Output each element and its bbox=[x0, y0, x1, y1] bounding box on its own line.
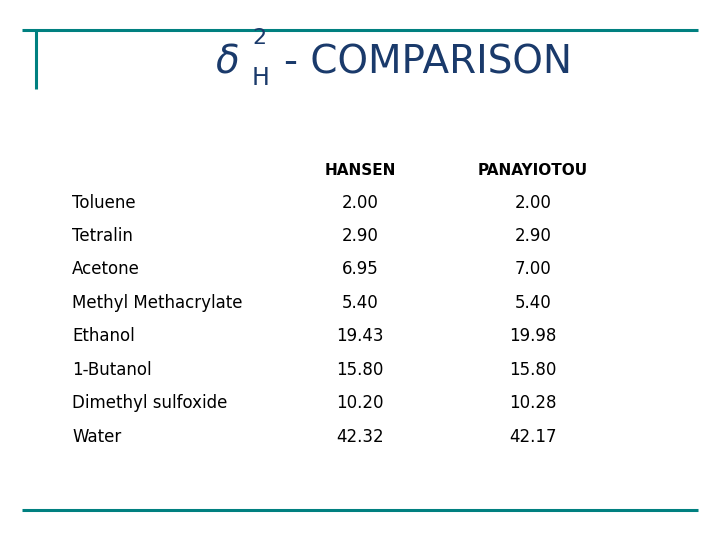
Text: Ethanol: Ethanol bbox=[72, 327, 135, 346]
Text: 1-Butanol: 1-Butanol bbox=[72, 361, 152, 379]
Text: Dimethyl sulfoxide: Dimethyl sulfoxide bbox=[72, 394, 228, 413]
Text: 2.90: 2.90 bbox=[341, 227, 379, 245]
Text: 19.43: 19.43 bbox=[336, 327, 384, 346]
Text: 6.95: 6.95 bbox=[341, 260, 379, 279]
Text: 42.32: 42.32 bbox=[336, 428, 384, 446]
Text: 10.20: 10.20 bbox=[336, 394, 384, 413]
Text: H: H bbox=[252, 66, 270, 90]
Text: 2: 2 bbox=[252, 28, 266, 48]
Text: 2.00: 2.00 bbox=[514, 193, 552, 212]
Text: Water: Water bbox=[72, 428, 121, 446]
Text: - COMPARISON: - COMPARISON bbox=[284, 43, 572, 81]
Text: 15.80: 15.80 bbox=[509, 361, 557, 379]
Text: 2.00: 2.00 bbox=[341, 193, 379, 212]
Text: 42.17: 42.17 bbox=[509, 428, 557, 446]
Text: 19.98: 19.98 bbox=[509, 327, 557, 346]
Text: 5.40: 5.40 bbox=[341, 294, 379, 312]
Text: Methyl Methacrylate: Methyl Methacrylate bbox=[72, 294, 243, 312]
Text: 7.00: 7.00 bbox=[514, 260, 552, 279]
Text: Acetone: Acetone bbox=[72, 260, 140, 279]
Text: 15.80: 15.80 bbox=[336, 361, 384, 379]
Text: HANSEN: HANSEN bbox=[324, 163, 396, 178]
Text: 10.28: 10.28 bbox=[509, 394, 557, 413]
Text: Toluene: Toluene bbox=[72, 193, 135, 212]
Text: $\delta$: $\delta$ bbox=[215, 44, 239, 80]
Text: PANAYIOTOU: PANAYIOTOU bbox=[478, 163, 588, 178]
Text: 2.90: 2.90 bbox=[514, 227, 552, 245]
Text: 5.40: 5.40 bbox=[514, 294, 552, 312]
Text: Tetralin: Tetralin bbox=[72, 227, 133, 245]
